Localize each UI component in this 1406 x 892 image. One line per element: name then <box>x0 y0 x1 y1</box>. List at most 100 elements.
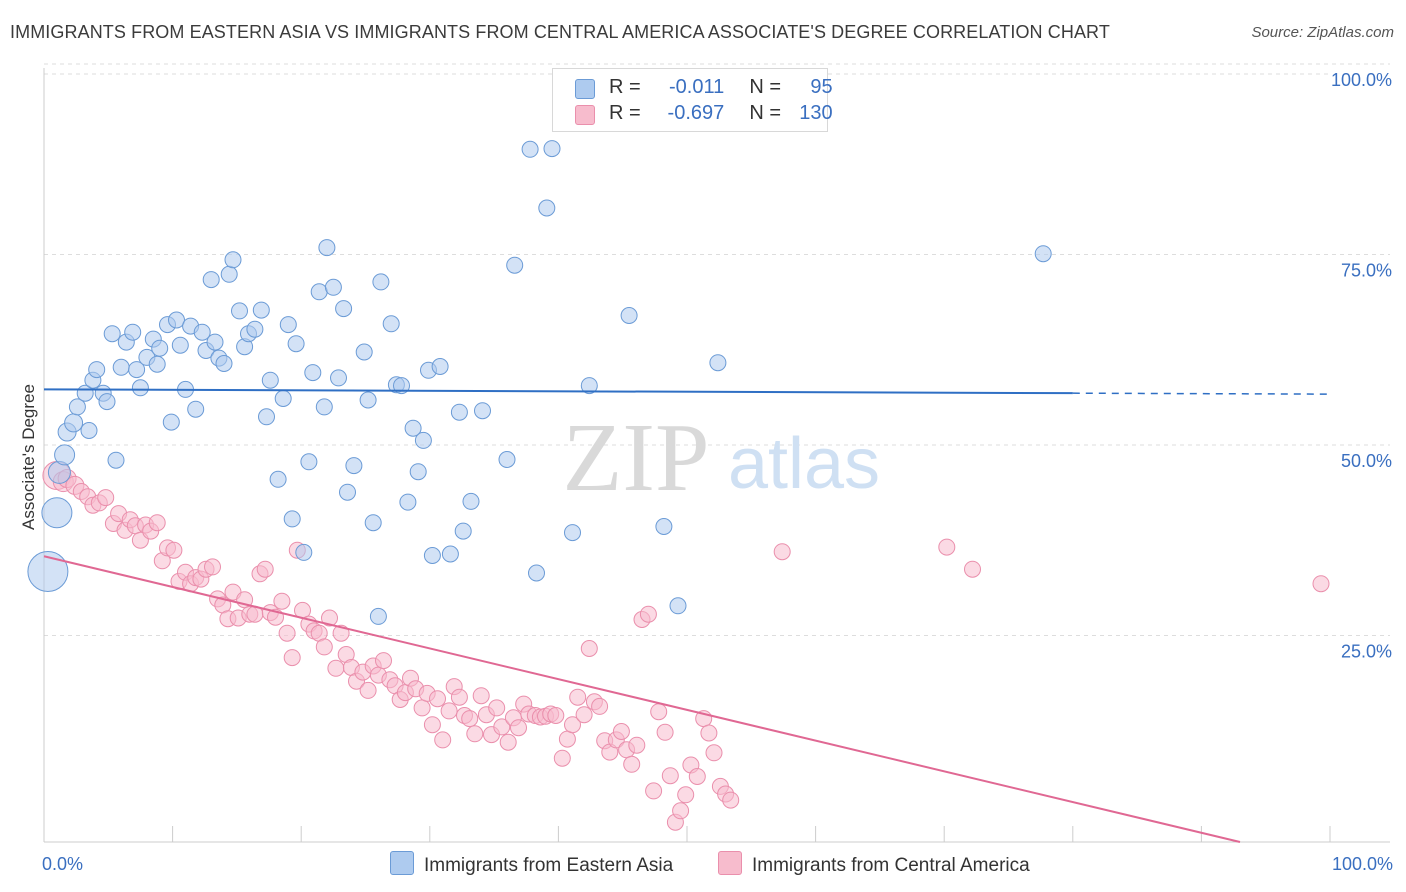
pink-trend-line <box>43 555 1241 843</box>
blue-point-85 <box>528 564 545 582</box>
source-label: Source: ZipAtlas.com <box>1251 24 1394 41</box>
blue-point-23 <box>151 339 169 357</box>
pink-point-73 <box>450 688 468 706</box>
blue-point-36 <box>215 355 233 372</box>
y-tick-label-25: 25.0% <box>1341 642 1392 662</box>
pink-point-94 <box>564 716 581 734</box>
blue-point-27 <box>171 336 189 354</box>
pink-point-109 <box>645 782 663 800</box>
blue-point-14 <box>112 358 130 376</box>
pink-point-48 <box>315 638 333 656</box>
pink-point-127 <box>1312 575 1330 593</box>
blue-point-72 <box>409 463 427 481</box>
blue-point-50 <box>287 335 305 353</box>
pink-point-126 <box>964 560 981 578</box>
pink-point-82 <box>499 733 517 751</box>
pink-point-99 <box>591 697 609 715</box>
pink-point-41 <box>278 624 296 642</box>
blue-point-53 <box>304 364 322 382</box>
blue-point-22 <box>148 355 166 373</box>
bottom-legend-label-pink: Immigrants from Central America <box>752 855 1030 876</box>
blue-point-58 <box>330 369 347 387</box>
axes <box>43 68 1390 843</box>
pink-point-59 <box>375 652 392 670</box>
blue-point-6 <box>68 398 86 416</box>
pink-point-119 <box>700 724 718 742</box>
blue-point-64 <box>364 514 382 532</box>
blue-point-39 <box>231 302 248 320</box>
blue-point-73 <box>414 431 432 449</box>
blue-point-90 <box>620 307 638 324</box>
blue-point-10 <box>88 361 106 379</box>
blue-point-18 <box>128 361 146 379</box>
blue-point-59 <box>335 300 353 318</box>
blue-point-69 <box>393 377 410 395</box>
y-tick-label-50: 50.0% <box>1341 451 1392 471</box>
pink-point-69 <box>429 690 446 708</box>
legend-n-value-blue: 95 <box>810 76 833 98</box>
trend-lines <box>43 388 1331 843</box>
blue-point-57 <box>324 278 342 296</box>
pink-point-124 <box>773 543 791 561</box>
pink-point-84 <box>510 719 527 737</box>
legend-swatch-blue <box>575 79 595 99</box>
legend-n-label: N = <box>749 102 782 124</box>
pink-point-42 <box>283 649 301 667</box>
blue-point-80 <box>462 492 480 510</box>
pink-point-49 <box>321 609 338 627</box>
bottom-legend-eastern-asia: Immigrants from Eastern Asia <box>390 851 673 877</box>
blue-point-60 <box>339 483 356 501</box>
blue-point-89 <box>580 377 598 395</box>
blue-point-44 <box>258 408 275 426</box>
blue-point-42 <box>246 320 264 338</box>
blue-point-3 <box>54 444 76 466</box>
pink-point-96 <box>575 706 593 724</box>
blue-point-76 <box>431 358 449 375</box>
y-tick-label-75: 75.0% <box>1341 261 1392 281</box>
pink-point-112 <box>661 767 679 785</box>
blue-point-1 <box>41 497 73 529</box>
blue-point-37 <box>220 265 238 283</box>
pink-point-50 <box>327 659 345 677</box>
blue-point-16 <box>103 325 121 343</box>
x-tick-label-min: 0.0% <box>42 854 83 874</box>
blue-point-25 <box>162 413 180 431</box>
blue-point-79 <box>454 522 472 540</box>
y-tick-label-100: 100.0% <box>1331 70 1392 90</box>
legend-n-label: N = <box>749 76 782 98</box>
blue-point-45 <box>261 371 279 389</box>
watermark-zip: ZIP <box>563 404 710 512</box>
pink-point-68 <box>423 716 441 734</box>
pink-point-108 <box>639 605 657 623</box>
blue-point-5 <box>64 413 84 433</box>
legend-n-value-pink: 130 <box>799 102 833 124</box>
legend-r-label: R = <box>609 102 641 124</box>
pink-point-114 <box>672 802 690 820</box>
pink-point-20 <box>165 541 183 559</box>
correlation-legend: R = -0.011 N = 95 R = -0.697 N = 130 <box>552 68 833 132</box>
blue-point-91 <box>655 518 673 535</box>
pink-point-76 <box>466 725 484 743</box>
blue-point-82 <box>498 451 516 468</box>
blue-point-56 <box>318 239 336 257</box>
blue-point-83 <box>506 256 524 274</box>
pink-point-103 <box>612 723 630 740</box>
blue-point-70 <box>399 493 417 511</box>
blue-point-12 <box>98 393 116 411</box>
blue-point-67 <box>382 315 400 333</box>
blue-trend-line <box>43 388 1073 395</box>
blue-point-33 <box>202 271 220 289</box>
pink-point-66 <box>413 699 431 717</box>
pink-point-93 <box>558 730 576 748</box>
x-tick-label-max: 100.0% <box>1332 854 1393 874</box>
pink-point-80 <box>488 699 506 717</box>
blue-point-54 <box>310 283 328 301</box>
pink-point-8 <box>97 489 115 507</box>
pink-point-95 <box>569 688 587 706</box>
chart-title: IMMIGRANTS FROM EASTERN ASIA VS IMMIGRAN… <box>10 22 1110 42</box>
blue-point-30 <box>187 400 205 418</box>
pink-point-110 <box>650 703 668 721</box>
tick-labels: 25.0% 50.0% 75.0% 100.0% 0.0% 100.0% <box>42 70 1393 874</box>
blue-point-71 <box>404 419 422 437</box>
